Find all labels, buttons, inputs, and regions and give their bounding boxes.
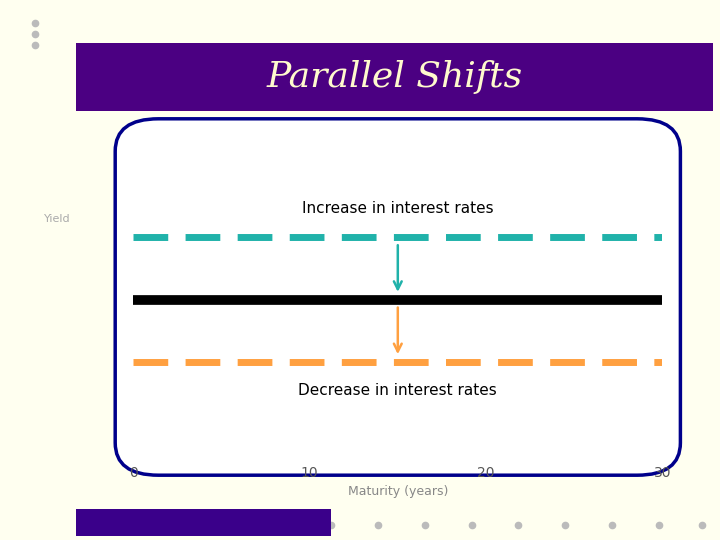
Text: Increase in interest rates: Increase in interest rates — [302, 201, 494, 216]
Text: Decrease in interest rates: Decrease in interest rates — [298, 383, 498, 398]
FancyBboxPatch shape — [76, 509, 331, 536]
FancyBboxPatch shape — [115, 119, 680, 475]
Text: Yield: Yield — [44, 214, 71, 224]
X-axis label: Maturity (years): Maturity (years) — [348, 485, 448, 498]
Text: Parallel Shifts: Parallel Shifts — [266, 60, 523, 94]
FancyBboxPatch shape — [76, 43, 713, 111]
